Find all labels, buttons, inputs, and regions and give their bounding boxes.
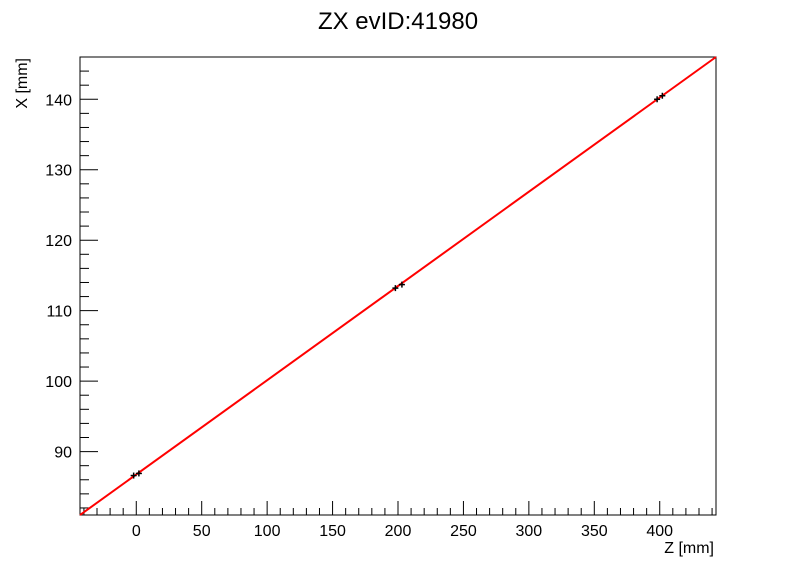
y-axis-label: X [mm] — [14, 58, 31, 109]
y-tick-label: 140 — [45, 92, 72, 109]
y-tick-label: 130 — [45, 163, 72, 180]
x-tick-label: 300 — [516, 523, 543, 540]
y-tick-label: 110 — [46, 304, 72, 321]
x-axis: 0 50 100 150 200 250 300 350 400 — [83, 501, 713, 540]
data-point — [392, 285, 399, 292]
y-tick-label: 90 — [54, 445, 72, 462]
data-point — [130, 472, 137, 479]
data-point — [135, 470, 142, 477]
x-tick-label: 250 — [450, 523, 477, 540]
x-tick-label: 0 — [132, 523, 141, 540]
data-point — [398, 281, 405, 288]
fit-line — [79, 56, 717, 516]
x-tick-label: 50 — [193, 523, 211, 540]
chart-title: ZX evID:41980 — [318, 8, 478, 35]
data-points — [130, 92, 666, 479]
data-point — [654, 96, 661, 103]
x-tick-label: 150 — [319, 523, 346, 540]
data-point — [659, 92, 666, 99]
x-tick-label: 400 — [646, 523, 673, 540]
y-tick-label: 100 — [45, 374, 72, 391]
y-axis: 90 100 110 120 130 140 — [45, 56, 98, 509]
x-tick-label: 200 — [385, 523, 412, 540]
x-tick-label: 100 — [254, 523, 281, 540]
x-axis-label: Z [mm] — [664, 540, 714, 557]
x-tick-label: 350 — [581, 523, 608, 540]
fit-line-group — [79, 56, 717, 516]
y-tick-label: 120 — [45, 233, 72, 250]
